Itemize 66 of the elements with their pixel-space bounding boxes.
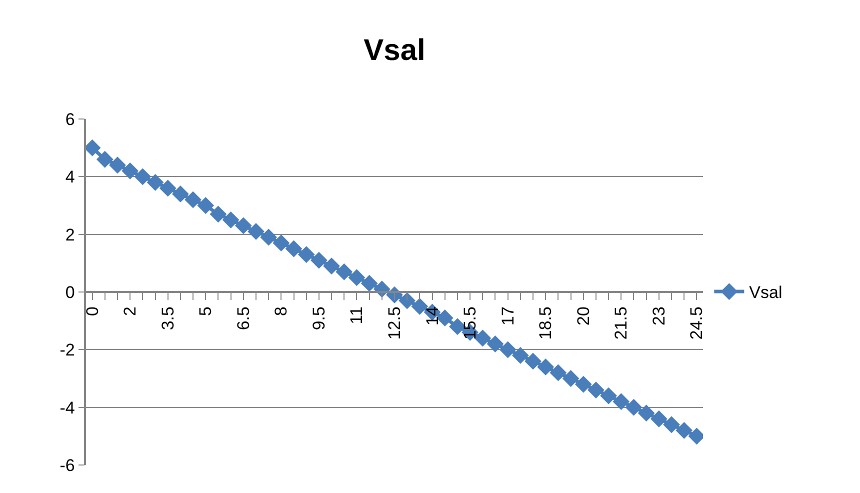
- point: [663, 416, 680, 434]
- point: [323, 258, 340, 274]
- x-tick-label: 9.5: [309, 306, 328, 330]
- point: [134, 168, 152, 186]
- x-tick-label: 23: [649, 306, 668, 326]
- point: [272, 234, 290, 252]
- y-tick-label: -2: [60, 340, 75, 360]
- point: [260, 228, 278, 246]
- x-tick-label: 5: [196, 306, 216, 316]
- x-tick-label: 21.5: [612, 306, 631, 340]
- point: [574, 376, 592, 393]
- point: [360, 274, 378, 292]
- point: [474, 330, 492, 347]
- y-tick-label: 4: [65, 168, 75, 187]
- point: [486, 335, 504, 352]
- point: [184, 191, 202, 208]
- point: [336, 263, 353, 280]
- point: [172, 186, 189, 202]
- point: [248, 223, 264, 240]
- point: [499, 341, 516, 358]
- y-tick-label: 6: [65, 110, 75, 129]
- x-tick-label: 15.5: [460, 306, 480, 340]
- point: [638, 404, 655, 422]
- x-tick-label: 3.5: [158, 306, 178, 330]
- x-tick-label: 24.5: [687, 306, 706, 340]
- point: [285, 240, 302, 258]
- x-tick-label: 14: [422, 306, 442, 326]
- point: [298, 246, 315, 263]
- point: [222, 211, 240, 228]
- point: [524, 352, 542, 370]
- y-tick-label: -6: [60, 456, 75, 475]
- point: [398, 292, 416, 310]
- point: [537, 358, 554, 376]
- y-tick-label: -4: [60, 398, 75, 418]
- x-tick-label: 20: [574, 306, 593, 326]
- point: [122, 162, 139, 180]
- x-tick-label: 0: [82, 306, 102, 316]
- point: [676, 422, 693, 439]
- point: [612, 393, 630, 410]
- point: [159, 180, 176, 197]
- x-tick-label: 18.5: [536, 306, 556, 340]
- point: [96, 150, 114, 168]
- x-tick-label: 12.5: [385, 306, 404, 340]
- point: [234, 217, 252, 234]
- point: [146, 174, 164, 191]
- point: [512, 346, 529, 364]
- point: [625, 398, 642, 416]
- point: [650, 410, 668, 428]
- x-tick-label: 8: [272, 306, 291, 316]
- point: [310, 252, 328, 269]
- point: [210, 206, 227, 223]
- x-tick-label: 2: [120, 306, 140, 316]
- point: [550, 364, 567, 382]
- point: [600, 387, 618, 404]
- x-tick-label: 11: [347, 306, 366, 324]
- point: [348, 269, 366, 286]
- x-tick-label: 17: [498, 306, 518, 326]
- point: [197, 197, 214, 214]
- point: [562, 370, 580, 387]
- x-tick-label: 6.5: [234, 306, 253, 330]
- legend-label: Vsal: [749, 283, 782, 302]
- point: [109, 156, 126, 174]
- point: [588, 382, 604, 398]
- y-tick-label: 2: [65, 225, 75, 244]
- y-tick-label: 0: [65, 282, 75, 302]
- chart-title: Vsal: [364, 34, 426, 67]
